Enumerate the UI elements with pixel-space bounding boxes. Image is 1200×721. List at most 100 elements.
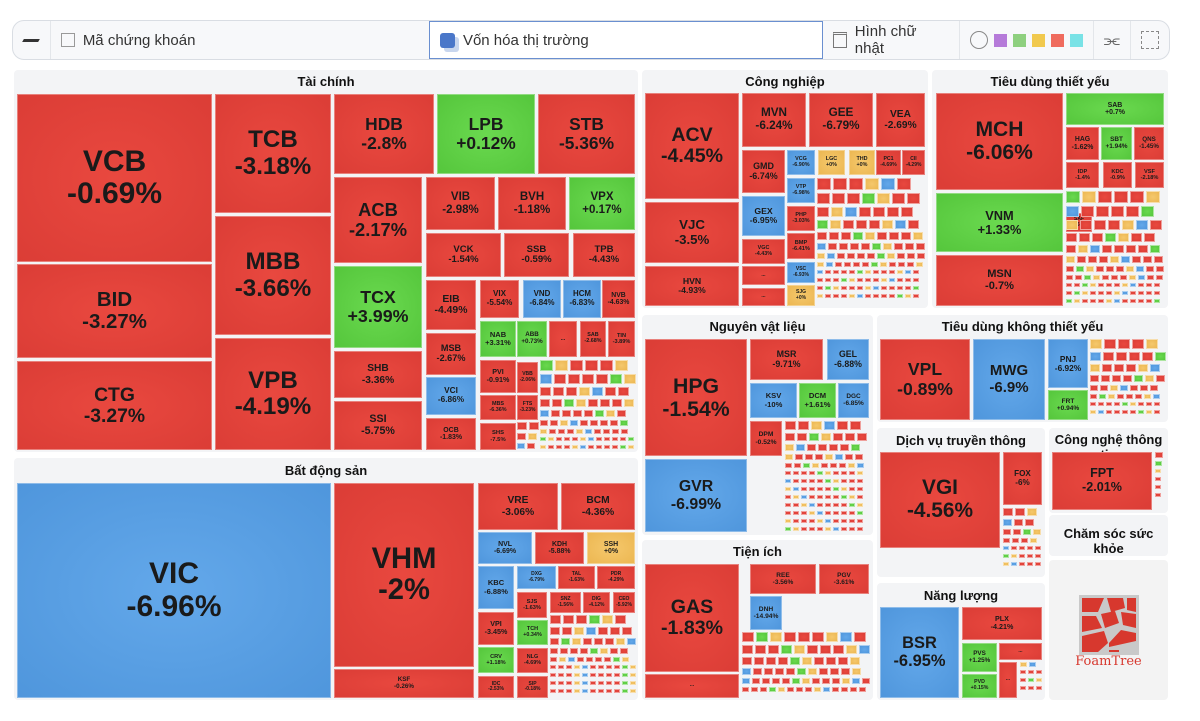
stock-tile-small[interactable] — [826, 657, 836, 665]
stock-tile-small[interactable] — [807, 444, 816, 451]
stock-tile-small[interactable] — [865, 294, 871, 298]
stock-tile-small[interactable] — [818, 444, 827, 451]
stock-tile-small[interactable] — [756, 632, 768, 642]
stock-tile-small[interactable] — [1090, 291, 1096, 295]
stock-tile-small[interactable] — [517, 443, 525, 449]
stock-tile-small[interactable] — [832, 678, 840, 684]
stock-tile-small[interactable] — [1154, 256, 1163, 263]
stock-tile-small[interactable] — [595, 657, 602, 662]
stock-tile-small[interactable] — [1003, 546, 1009, 550]
stock-tile-small[interactable] — [1154, 291, 1160, 295]
stock-tile-small[interactable] — [630, 689, 636, 693]
stock-tile-small[interactable] — [549, 429, 556, 434]
stock-tile-small[interactable] — [1020, 670, 1026, 674]
stock-tile-small[interactable] — [1090, 375, 1099, 382]
stock-tile-small[interactable] — [600, 360, 613, 371]
stock-tile-small[interactable] — [833, 519, 839, 523]
stock-tile-small[interactable] — [1066, 245, 1076, 253]
stock-tile-small[interactable] — [1028, 678, 1034, 682]
stock-tile-small[interactable] — [825, 503, 831, 507]
stock-tile-small[interactable] — [558, 665, 564, 669]
stock-tile-small[interactable] — [1129, 275, 1136, 280]
stock-tile-small[interactable] — [1088, 256, 1097, 263]
stock-tile-small[interactable] — [793, 503, 799, 507]
stock-tile[interactable]: ACV -4.45% — [645, 93, 739, 199]
stock-tile-small[interactable] — [540, 429, 547, 434]
stock-tile-small[interactable] — [570, 360, 583, 371]
stock-tile-small[interactable] — [856, 220, 867, 229]
stock-tile-small[interactable] — [1028, 686, 1034, 690]
stock-tile-small[interactable] — [841, 278, 847, 282]
stock-tile-small[interactable] — [590, 689, 596, 693]
stock-tile-small[interactable] — [742, 657, 752, 665]
stock-tile-small[interactable] — [859, 207, 871, 217]
stock-tile-small[interactable] — [1036, 686, 1042, 690]
stock-tile-small[interactable] — [1098, 283, 1104, 287]
stock-tile-small[interactable] — [580, 420, 588, 426]
stock-tile-small[interactable] — [540, 410, 549, 417]
stock-tile-small[interactable] — [596, 445, 602, 449]
stock-tile-small[interactable] — [1106, 299, 1112, 303]
stock-tile-small[interactable] — [751, 687, 758, 692]
stock-tile-small[interactable] — [742, 632, 754, 642]
stock-tile[interactable]: VCG -6.90% — [787, 150, 815, 175]
stock-tile-small[interactable] — [857, 433, 867, 441]
stock-tile-small[interactable] — [1100, 385, 1108, 391]
stock-tile-small[interactable] — [881, 286, 887, 290]
stock-tile-small[interactable] — [1134, 375, 1143, 382]
stock-tile[interactable]: HVN -4.93% — [645, 266, 739, 306]
stock-tile-small[interactable] — [1104, 339, 1116, 349]
stock-tile-small[interactable] — [1106, 266, 1114, 272]
stock-tile-small[interactable] — [786, 668, 795, 675]
stock-tile-small[interactable] — [1142, 352, 1153, 361]
stock-tile-small[interactable] — [790, 657, 800, 665]
stock-tile-small[interactable] — [528, 433, 537, 440]
stock-tile[interactable]: SSH +0% — [587, 532, 635, 564]
stock-tile-small[interactable] — [1101, 375, 1110, 382]
stock-tile-small[interactable] — [841, 487, 847, 491]
stock-tile-small[interactable] — [801, 527, 807, 531]
stock-tile-small[interactable] — [792, 678, 800, 684]
stock-tile-small[interactable] — [1118, 339, 1130, 349]
stock-tile-small[interactable] — [1126, 245, 1136, 253]
stock-tile-small[interactable] — [873, 294, 879, 298]
stock-tile-small[interactable] — [862, 678, 870, 684]
stock-tile-small[interactable] — [1126, 394, 1133, 399]
stock-tile-small[interactable] — [793, 495, 799, 499]
stock-tile-small[interactable] — [881, 294, 887, 298]
stock-tile[interactable]: VPB -4.19% — [215, 338, 331, 450]
stock-tile[interactable]: MSN -0.7% — [936, 255, 1063, 306]
stock-tile-small[interactable] — [801, 511, 807, 515]
stock-tile-small[interactable] — [553, 387, 564, 396]
stock-tile-small[interactable] — [832, 687, 839, 692]
stock-tile-small[interactable] — [1066, 220, 1078, 230]
stock-tile-small[interactable] — [817, 270, 823, 274]
stock-tile-small[interactable] — [610, 627, 620, 635]
stock-tile-small[interactable] — [770, 632, 782, 642]
stock-tile-small[interactable] — [1146, 339, 1158, 349]
stock-tile-small[interactable] — [1081, 206, 1094, 217]
stock-tile-small[interactable] — [897, 278, 903, 282]
stock-tile[interactable]: MVN -6.24% — [742, 93, 806, 147]
stock-tile[interactable]: BSR -6.95% — [880, 607, 959, 698]
stock-tile-small[interactable] — [1019, 554, 1025, 558]
stock-tile-small[interactable] — [793, 487, 799, 491]
stock-tile-small[interactable] — [841, 668, 850, 675]
stock-tile[interactable]: GAS -1.83% — [645, 564, 739, 672]
stock-tile-small[interactable] — [1027, 554, 1033, 558]
stock-tile-small[interactable] — [889, 262, 896, 267]
stock-tile[interactable]: LGC +0% — [818, 150, 845, 175]
stock-tile-small[interactable] — [1066, 206, 1079, 217]
stock-tile-small[interactable] — [742, 678, 750, 684]
stock-tile[interactable]: MSB -2.67% — [426, 333, 476, 375]
stock-tile-small[interactable] — [849, 270, 855, 274]
stock-tile-small[interactable] — [833, 286, 839, 290]
stock-tile-small[interactable] — [1114, 364, 1124, 372]
stock-tile-small[interactable] — [1029, 662, 1036, 667]
stock-tile-small[interactable] — [841, 527, 847, 531]
stock-tile-small[interactable] — [605, 387, 616, 396]
stock-tile[interactable]: DXG -6.79% — [517, 566, 556, 589]
stock-tile-small[interactable] — [916, 243, 925, 250]
stock-tile-small[interactable] — [1141, 206, 1154, 217]
stock-tile-small[interactable] — [1003, 529, 1011, 535]
